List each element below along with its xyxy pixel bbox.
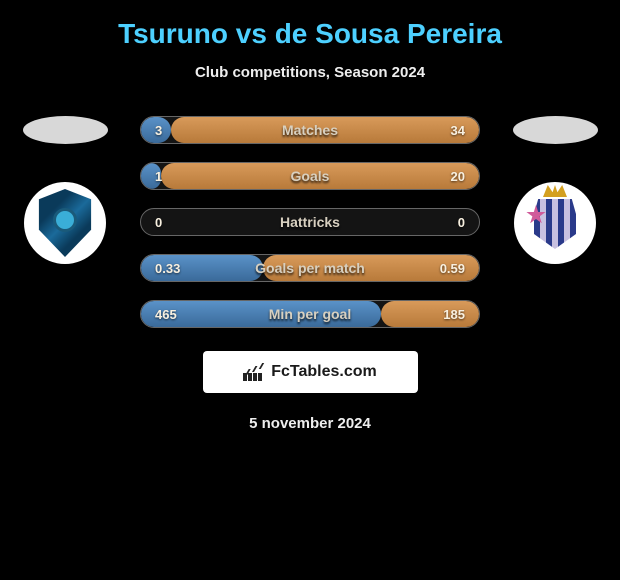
stat-value-left: 465: [155, 307, 177, 322]
chart-icon: [243, 363, 265, 381]
stat-value-left: 0: [155, 215, 162, 230]
club-badge-right: [514, 182, 596, 264]
country-flag-right: [513, 116, 598, 144]
country-flag-left: [23, 116, 108, 144]
stat-bar: 1 Goals 20: [140, 162, 480, 190]
stat-value-right: 0: [458, 215, 465, 230]
stat-label: Goals: [291, 168, 330, 184]
player-left-column: [15, 116, 115, 264]
stat-value-right: 34: [451, 123, 465, 138]
club-badge-right-icon: [526, 189, 584, 257]
stat-value-right: 0.59: [440, 261, 465, 276]
stat-bar: 0 Hattricks 0: [140, 208, 480, 236]
date-label: 5 november 2024: [0, 415, 620, 432]
comparison-card: Tsuruno vs de Sousa Pereira Club competi…: [0, 0, 620, 442]
brand-attribution[interactable]: FcTables.com: [203, 351, 418, 393]
stat-bar: 465 Min per goal 185: [140, 300, 480, 328]
stat-label: Min per goal: [269, 306, 351, 322]
stat-value-left: 3: [155, 123, 162, 138]
stat-label: Matches: [282, 122, 338, 138]
brand-label: FcTables.com: [271, 363, 377, 381]
stat-bar: 3 Matches 34: [140, 116, 480, 144]
club-badge-left: [24, 182, 106, 264]
page-title: Tsuruno vs de Sousa Pereira: [0, 18, 620, 50]
stat-value-left: 1: [155, 169, 162, 184]
stats-column: 3 Matches 34 1 Goals 20 0 Hattricks 0 0.33 Goals p…: [115, 116, 505, 346]
subtitle: Club competitions, Season 2024: [0, 64, 620, 81]
club-badge-left-icon: [36, 189, 94, 257]
player-right-column: [505, 116, 605, 264]
stat-value-right: 20: [451, 169, 465, 184]
stat-value-left: 0.33: [155, 261, 180, 276]
stat-value-right: 185: [443, 307, 465, 322]
stat-label: Hattricks: [280, 214, 340, 230]
stat-bar: 0.33 Goals per match 0.59: [140, 254, 480, 282]
content-row: 3 Matches 34 1 Goals 20 0 Hattricks 0 0.33 Goals p…: [0, 116, 620, 346]
crown-icon: [543, 185, 567, 197]
stat-label: Goals per match: [255, 260, 365, 276]
